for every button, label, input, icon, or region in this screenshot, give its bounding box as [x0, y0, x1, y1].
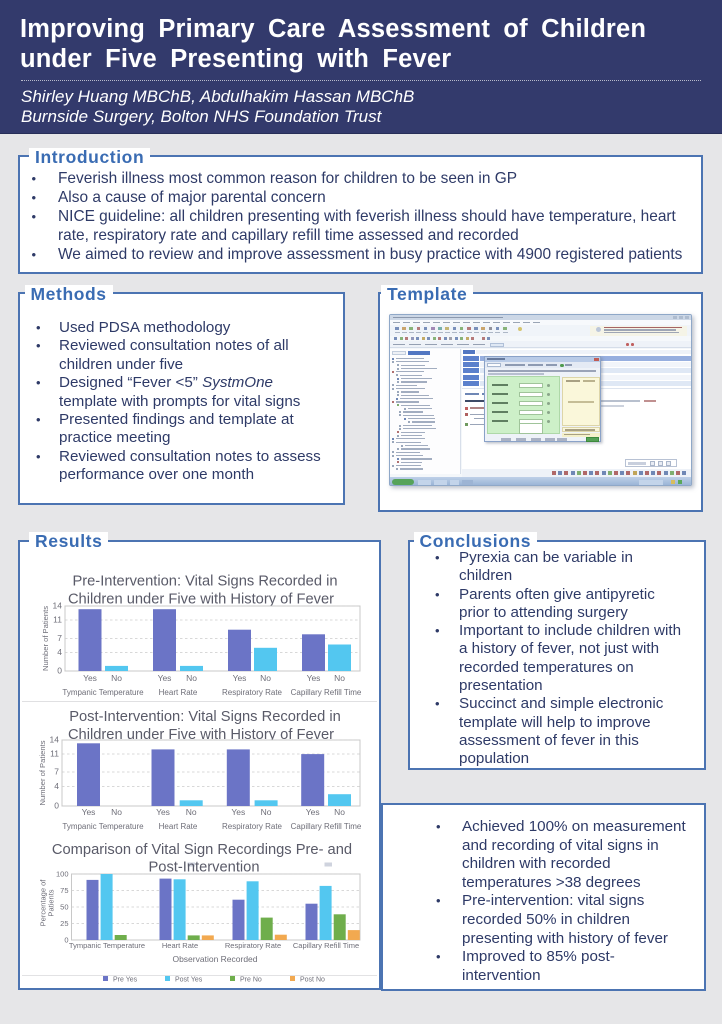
svg-text:Yes: Yes [156, 807, 170, 817]
svg-text:Pre Yes: Pre Yes [113, 977, 138, 984]
svg-text:75: 75 [60, 886, 68, 895]
svg-text:Number of Patients: Number of Patients [41, 606, 50, 671]
svg-text:11: 11 [53, 615, 62, 625]
svg-text:11: 11 [50, 749, 59, 759]
svg-text:Capillary Refill Time: Capillary Refill Time [293, 941, 359, 950]
svg-text:Post-Intervention: Vital Signs: Post-Intervention: Vital Signs Recorded … [69, 709, 341, 725]
svg-text:25: 25 [60, 919, 68, 928]
svg-text:Yes: Yes [307, 673, 321, 683]
svg-text:Children under Five with Histo: Children under Five with History of Feve… [68, 591, 334, 607]
svg-text:Capillary Refill Time: Capillary Refill Time [291, 822, 362, 831]
svg-text:Observation Recorded: Observation Recorded [172, 954, 257, 964]
svg-text:Number of Patients: Number of Patients [38, 740, 47, 805]
svg-text:0: 0 [64, 936, 68, 945]
svg-text:14: 14 [53, 601, 63, 611]
svg-text:0: 0 [57, 666, 62, 676]
svg-text:No: No [260, 673, 271, 683]
svg-text:14: 14 [50, 735, 60, 745]
svg-text:No: No [186, 673, 197, 683]
svg-text:No: No [111, 673, 122, 683]
svg-text:No: No [334, 807, 345, 817]
svg-text:Heart Rate: Heart Rate [159, 822, 198, 831]
svg-text:0: 0 [54, 801, 59, 811]
svg-text:No: No [111, 807, 122, 817]
svg-text:Respiratory Rate: Respiratory Rate [222, 822, 283, 831]
svg-text:Respiratory Rate: Respiratory Rate [222, 688, 283, 697]
svg-text:No: No [334, 673, 345, 683]
svg-text:Percentage of: Percentage of [39, 879, 48, 927]
svg-text:Respiratory Rate: Respiratory Rate [225, 941, 281, 950]
svg-text:Post Yes: Post Yes [175, 977, 203, 984]
svg-text:100: 100 [56, 870, 69, 879]
svg-text:Children under Five with Histo: Children under Five with History of Feve… [68, 727, 334, 743]
svg-text:Post-Intervention: Post-Intervention [148, 859, 259, 875]
svg-text:No: No [261, 807, 272, 817]
svg-text:Yes: Yes [231, 807, 245, 817]
svg-text:Tympanic Temperature: Tympanic Temperature [69, 941, 145, 950]
svg-text:Yes: Yes [233, 673, 247, 683]
svg-text:50: 50 [60, 903, 68, 912]
svg-text:Patients: Patients [47, 889, 56, 916]
svg-text:Pre-Intervention: Vital Signs: Pre-Intervention: Vital Signs Recorded i… [72, 573, 337, 589]
svg-text:Yes: Yes [82, 807, 96, 817]
svg-text:Yes: Yes [83, 673, 97, 683]
svg-text:4: 4 [57, 647, 62, 657]
svg-text:7: 7 [57, 633, 62, 643]
svg-text:Comparison of Vital Sign Recor: Comparison of Vital Sign Recordings Pre-… [52, 842, 352, 858]
svg-text:Capillary Refill Time: Capillary Refill Time [291, 688, 362, 697]
svg-text:Heart Rate: Heart Rate [162, 941, 198, 950]
svg-text:Yes: Yes [158, 673, 172, 683]
svg-text:Post No: Post No [300, 977, 325, 984]
svg-text:Yes: Yes [306, 807, 320, 817]
svg-text:4: 4 [54, 781, 59, 791]
svg-text:Tympanic Temperature: Tympanic Temperature [62, 822, 144, 831]
svg-text:7: 7 [54, 767, 59, 777]
svg-text:Tympanic Temperature: Tympanic Temperature [62, 688, 144, 697]
svg-text:No: No [186, 807, 197, 817]
svg-text:Heart Rate: Heart Rate [159, 688, 198, 697]
svg-text:Pre No: Pre No [240, 977, 262, 984]
